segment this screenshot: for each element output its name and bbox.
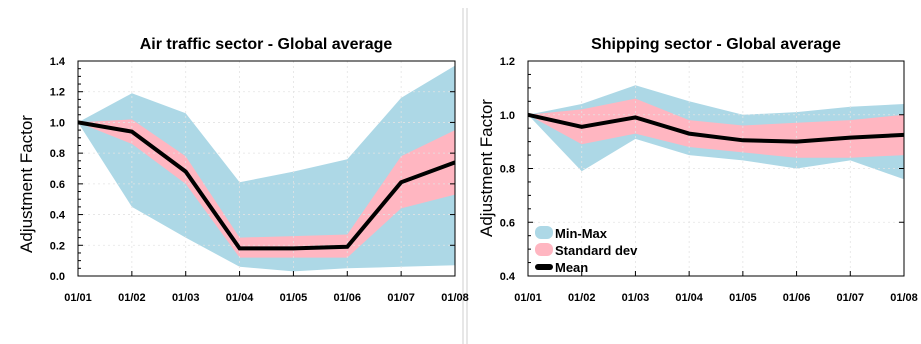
legend-swatch	[535, 243, 553, 256]
y-axis-label: Adjustment Factor	[17, 115, 36, 253]
shipping-chart: Shipping sector - Global average Adjustm…	[477, 36, 918, 304]
x-tick-label: 01/06	[783, 292, 811, 304]
y-tick-label: 0.8	[50, 148, 65, 160]
y-tick-label: 1.2	[500, 56, 515, 68]
band-layer	[78, 65, 455, 272]
x-tick-label: 01/03	[172, 292, 200, 304]
y-tick-label: 1.0	[500, 110, 515, 122]
legend-label: Standard dev	[555, 243, 638, 258]
mean-line	[527, 112, 905, 144]
y-tick-label: 0.8	[500, 164, 515, 176]
mean-layer	[77, 120, 456, 251]
x-tick-label: 01/05	[729, 292, 757, 304]
x-tick-label: 01/08	[441, 292, 469, 304]
y-tick-label: 1.0	[50, 117, 65, 129]
mean-layer	[527, 112, 905, 144]
air-traffic-chart: Air traffic sector - Global average Adju…	[17, 36, 469, 304]
y-tick-label: 0.4	[500, 271, 516, 283]
y-tick-label: 0.6	[500, 217, 515, 229]
legend: Min-Max Standard dev Mean	[535, 226, 638, 275]
x-tick-label: 01/04	[675, 292, 703, 304]
legend-swatch	[535, 226, 553, 239]
mean-line	[77, 120, 456, 251]
x-tick-label: 01/03	[622, 292, 650, 304]
x-tick-label: 01/02	[118, 292, 146, 304]
axes-layer: 0.4 0.6 0.8 1.0 1.2 01/01 01/02 01/03 01/04 01/05…	[500, 56, 918, 304]
x-tick-label: 01/08	[890, 292, 918, 304]
x-tick-label: 01/01	[64, 292, 92, 304]
y-tick-label: 0.2	[50, 240, 65, 252]
axes-layer: 0.0 0.2 0.4 0.6 0.8 1.0 1.2 1.4 01/01 01/02 01/03 0…	[50, 56, 469, 304]
y-tick-label: 0.0	[50, 271, 65, 283]
legend-swatch	[535, 264, 553, 270]
band-standard-dev	[528, 98, 904, 158]
legend-label: Mean	[555, 260, 588, 275]
x-tick-label: 01/07	[387, 292, 415, 304]
band-layer	[528, 85, 904, 180]
x-tick-label: 01/05	[280, 292, 308, 304]
x-tick-label: 01/07	[837, 292, 865, 304]
x-tick-label: 01/02	[568, 292, 596, 304]
y-tick-label: 1.2	[50, 87, 65, 99]
y-tick-label: 0.4	[50, 210, 66, 222]
y-axis-label: Adjustment Factor	[477, 99, 496, 237]
legend-label: Min-Max	[555, 226, 608, 241]
x-tick-label: 01/01	[514, 292, 542, 304]
y-tick-label: 1.4	[50, 56, 66, 68]
chart-title: Air traffic sector - Global average	[140, 36, 393, 53]
x-tick-label: 01/06	[334, 292, 362, 304]
x-tick-label: 01/04	[226, 292, 254, 304]
chart-title: Shipping sector - Global average	[591, 36, 841, 53]
band-standard-dev	[78, 119, 455, 258]
y-tick-label: 0.6	[50, 179, 65, 191]
